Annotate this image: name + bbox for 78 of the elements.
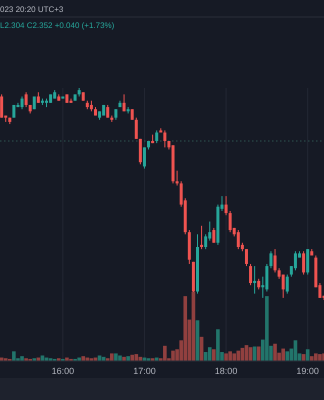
candlestick: [228, 210, 232, 233]
candlestick: [282, 274, 285, 298]
candlestick: [286, 274, 289, 294]
bar: [44, 358, 48, 361]
candlestick: [20, 96, 24, 110]
bar: [118, 355, 122, 361]
candlestick: [274, 248, 277, 273]
candlestick: [294, 250, 297, 271]
bar: [216, 329, 220, 361]
bar: [196, 320, 200, 361]
bar: [302, 354, 306, 361]
bar: [244, 345, 248, 361]
text: L2.304 C2.352 +0.040 (+1.73%): [0, 21, 115, 30]
bar: [314, 353, 318, 361]
bar: [114, 353, 118, 361]
x-tick-label: 19:00: [296, 366, 319, 376]
candlestick: [176, 170, 179, 186]
bar: [183, 296, 188, 361]
candlestick: [106, 104, 110, 118]
bar: [134, 354, 138, 361]
candlestick: [138, 138, 142, 165]
candlestick: [257, 278, 260, 290]
bar: [126, 356, 130, 361]
bar: [265, 296, 269, 361]
bar: [212, 349, 216, 361]
candlestick: [269, 250, 272, 269]
bar: [273, 344, 277, 361]
bar: [240, 348, 244, 361]
candlestick: [142, 146, 146, 170]
bar: [256, 346, 261, 361]
bar: [12, 351, 16, 361]
bar: [94, 358, 98, 361]
candlestick: [224, 196, 228, 216]
bar: [146, 358, 150, 361]
bar: [142, 358, 146, 361]
bar: [200, 336, 204, 361]
bar: [232, 353, 236, 361]
candlestick: [265, 263, 268, 292]
candlestick: [36, 92, 40, 104]
candlestick: [134, 117, 138, 140]
x-tick-label: 16:00: [52, 366, 74, 376]
candlestick: [0, 94, 4, 118]
bar: [306, 349, 310, 361]
candlestick: [302, 250, 306, 276]
candlestick: [236, 230, 240, 250]
bar: [81, 356, 86, 361]
bar: [228, 351, 232, 361]
bar: [208, 347, 212, 361]
candlestick: [244, 248, 248, 267]
candlestick: [122, 94, 126, 112]
candlestick: [130, 108, 134, 120]
candlestick: [114, 108, 118, 120]
bar: [248, 347, 252, 361]
bar: [285, 351, 290, 361]
candlestick: [204, 234, 208, 250]
bar: [224, 353, 228, 361]
candlestick: [90, 100, 93, 112]
bar: [163, 346, 167, 361]
candlestick: [212, 227, 216, 244]
text: 023 20:20 UTC+3: [0, 5, 64, 14]
x-tick-label: 18:00: [214, 366, 238, 376]
bar: [110, 353, 114, 361]
candlestick: [200, 225, 204, 250]
candlestick: [155, 130, 158, 144]
bar: [294, 340, 298, 361]
candlestick: [163, 130, 166, 148]
candlestick: [253, 266, 256, 294]
candlestick: [306, 248, 310, 276]
bar: [310, 356, 314, 361]
x-tick-label: 17:00: [133, 366, 156, 376]
bar: [236, 350, 240, 361]
bar: [171, 350, 175, 361]
candlestick: [24, 92, 28, 108]
bar: [281, 348, 285, 361]
bar: [318, 354, 322, 361]
bar: [20, 356, 24, 361]
candlestick: [249, 263, 252, 286]
bar: [252, 346, 256, 361]
